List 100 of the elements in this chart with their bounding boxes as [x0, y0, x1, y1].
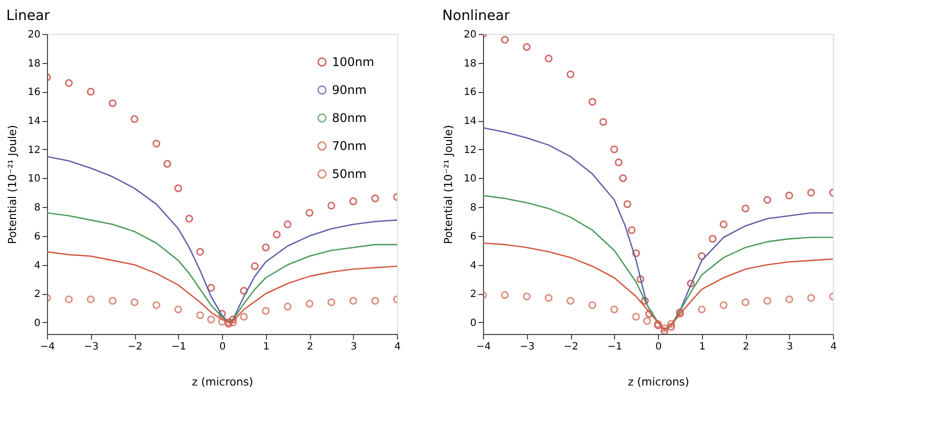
point — [632, 249, 640, 258]
point — [306, 208, 314, 217]
point — [229, 316, 237, 324]
x-axis-title: z (microns) — [192, 376, 254, 388]
point — [371, 194, 380, 202]
x-tick-label: −4 — [40, 342, 55, 352]
point — [566, 70, 574, 78]
point — [643, 317, 651, 325]
point — [628, 226, 636, 234]
point — [174, 184, 182, 192]
point — [785, 295, 794, 304]
point — [660, 327, 668, 334]
point — [610, 306, 618, 314]
point — [807, 188, 816, 197]
point — [667, 320, 676, 328]
point — [349, 296, 358, 305]
point — [272, 230, 281, 238]
point — [566, 296, 574, 305]
point — [645, 310, 654, 318]
y-tick-label: 8 — [34, 202, 40, 214]
point — [349, 197, 358, 206]
point — [86, 88, 95, 96]
point — [660, 324, 668, 332]
line-series — [483, 242, 833, 330]
point — [108, 296, 117, 305]
point — [250, 262, 259, 270]
y-tick-label: 16 — [464, 87, 476, 98]
point — [284, 302, 292, 310]
legend-label: 100nm — [332, 55, 374, 69]
y-tick-label: 8 — [470, 202, 476, 214]
point — [720, 301, 728, 310]
y-tick-label: 18 — [28, 58, 40, 70]
point — [284, 220, 292, 228]
point — [371, 296, 380, 305]
point — [720, 220, 728, 228]
point — [742, 298, 750, 306]
point — [152, 301, 160, 310]
point — [807, 294, 816, 302]
y-tick-label: 2 — [34, 289, 40, 300]
point — [686, 280, 695, 288]
point — [698, 252, 706, 260]
point — [667, 322, 676, 331]
point — [196, 311, 204, 320]
point — [327, 202, 336, 210]
y-tick-label: 4 — [470, 260, 476, 272]
y-tick-label: 10 — [464, 174, 476, 185]
x-tick-label: 1 — [263, 342, 270, 352]
point — [623, 200, 632, 208]
point — [207, 284, 215, 292]
legend-label: 50nm — [332, 167, 367, 181]
point — [708, 234, 717, 243]
point — [130, 298, 138, 306]
y-axis-title: Potential (10⁻²¹ Joule) — [6, 124, 19, 244]
x-tick-label: −2 — [564, 342, 578, 352]
x-tick-label: 0 — [219, 342, 226, 352]
point — [64, 79, 73, 87]
point — [614, 158, 623, 166]
x-axis-title: z (microns) — [628, 376, 690, 388]
x-tick-label: −1 — [607, 342, 622, 352]
legend-label: 80nm — [332, 111, 367, 125]
y-tick-label: 6 — [470, 231, 476, 242]
y-tick-label: 10 — [28, 174, 40, 185]
point — [619, 174, 627, 182]
point — [262, 307, 270, 315]
point — [152, 140, 160, 148]
chart-title: Nonlinear — [442, 8, 510, 24]
y-tick-label: 6 — [34, 231, 40, 242]
x-tick-label: 4 — [394, 342, 401, 352]
x-tick-label: −4 — [476, 342, 491, 352]
line-series — [47, 212, 397, 324]
x-tick-label: 4 — [830, 342, 837, 352]
point — [698, 306, 706, 314]
y-tick-label: 0 — [34, 318, 40, 329]
point — [588, 301, 596, 310]
point — [632, 312, 640, 321]
x-tick-label: 3 — [350, 342, 357, 352]
point — [599, 118, 608, 126]
y-tick-label: 12 — [464, 144, 476, 156]
point — [763, 196, 772, 204]
x-tick-label: −1 — [171, 342, 186, 352]
point — [785, 192, 794, 200]
point — [522, 292, 531, 300]
point — [500, 291, 509, 299]
x-tick-label: 1 — [699, 342, 706, 352]
y-tick-label: 20 — [464, 30, 476, 40]
point — [240, 286, 248, 295]
x-tick-label: −3 — [84, 342, 99, 352]
point — [229, 318, 237, 326]
point — [500, 36, 509, 44]
point — [262, 244, 270, 252]
x-tick-label: 2 — [306, 342, 314, 352]
y-tick-label: 14 — [28, 116, 40, 128]
point — [185, 214, 194, 223]
point — [108, 99, 117, 108]
point — [207, 316, 215, 324]
x-tick-label: −3 — [520, 342, 535, 352]
point — [327, 298, 336, 306]
x-tick-label: 0 — [655, 342, 662, 352]
y-tick-label: 2 — [470, 289, 476, 300]
point — [636, 275, 644, 284]
